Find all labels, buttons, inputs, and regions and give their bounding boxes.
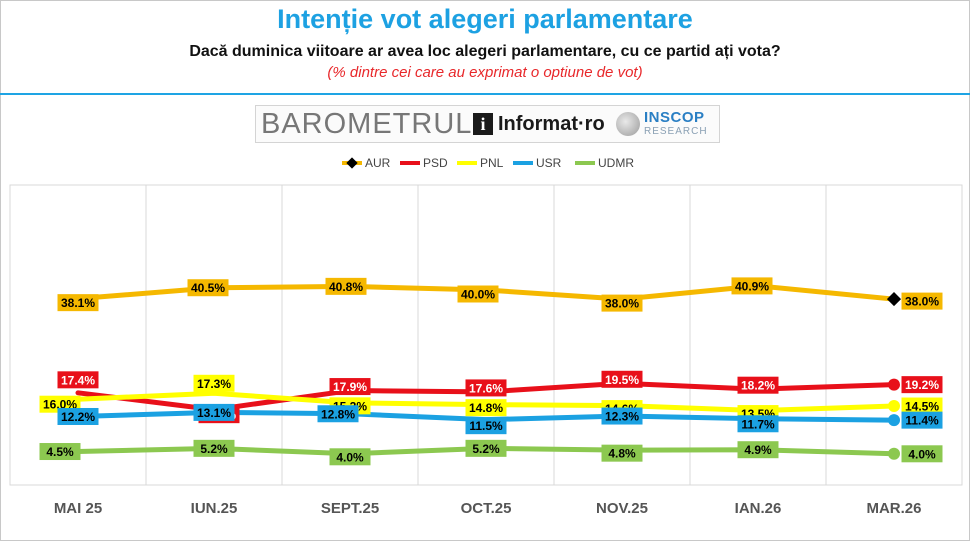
x-tick-label: MAI 25: [54, 500, 102, 517]
end-marker-aur: [886, 292, 902, 307]
data-label-udmr: 4.5%: [46, 445, 74, 459]
end-marker-usr: [888, 414, 900, 427]
data-label-aur-bg: [187, 279, 229, 297]
data-label-usr: 11.7%: [741, 417, 775, 431]
data-label-usr-bg: [901, 411, 943, 429]
data-label-pnl-bg: [193, 374, 235, 392]
end-marker-psd: [888, 378, 900, 391]
x-tick-label: SEPT.25: [321, 500, 379, 517]
legend-label-aur: AUR: [365, 156, 391, 170]
base-note: (% dintre cei care au exprimat o optiune…: [327, 64, 643, 81]
inscop-circle-icon: [616, 112, 640, 136]
data-label-udmr-bg: [465, 439, 507, 457]
data-label-udmr: 5.2%: [472, 442, 500, 456]
informat-logo-sep: ·: [578, 113, 585, 135]
data-label-udmr-bg: [601, 444, 643, 462]
data-label-usr: 12.8%: [321, 407, 355, 421]
data-label-psd: 19.5%: [605, 373, 639, 387]
data-label-aur: 38.0%: [905, 295, 939, 309]
barometrul-logo: BAROMETRUL: [261, 108, 473, 140]
data-label-psd-bg: [901, 376, 943, 394]
data-label-udmr: 4.9%: [744, 443, 772, 457]
data-label-psd-bg: [465, 379, 507, 397]
plot-area: [9, 184, 963, 486]
data-label-aur-bg: [601, 294, 643, 312]
data-label-aur: 40.9%: [735, 279, 769, 293]
x-tick-label: MAR.26: [866, 500, 921, 517]
x-tick-label: IUN.25: [191, 500, 238, 517]
data-label-usr: 11.4%: [905, 414, 939, 428]
data-label-psd-bg: [601, 370, 643, 388]
informat-logo-tld: ro: [584, 113, 605, 135]
data-label-aur: 40.8%: [329, 280, 363, 294]
question-subtitle: Dacă duminica viitoare ar avea loc alege…: [189, 43, 781, 60]
data-label-aur-bg: [901, 292, 943, 310]
data-label-psd-bg: [57, 371, 99, 389]
legend-label-usr: USR: [536, 156, 562, 170]
sponsor-logo-bar: BAROMETRUL i Informat·ro INSCOP RESEARCH: [255, 105, 720, 143]
data-label-pnl-bg: [901, 397, 943, 415]
data-label-psd: 17.9%: [333, 380, 367, 394]
data-label-udmr-bg: [901, 445, 943, 463]
data-label-usr: 11.5%: [469, 419, 503, 433]
data-label-pnl: 14.5%: [905, 400, 939, 414]
data-label-aur-bg: [325, 277, 367, 295]
data-label-aur-bg: [57, 294, 99, 312]
data-label-usr-bg: [465, 417, 507, 435]
data-label-udmr: 4.8%: [608, 447, 636, 461]
data-label-usr: 12.2%: [61, 410, 95, 424]
informat-logo-name: Informat: [498, 113, 578, 135]
data-label-psd: 17.6%: [469, 381, 503, 395]
legend-label-pnl: PNL: [480, 156, 504, 170]
data-label-aur-bg: [731, 277, 773, 295]
data-label-psd: 18.2%: [741, 379, 775, 393]
data-label-usr-bg: [601, 407, 643, 425]
legend-marker-aur: [346, 157, 358, 169]
data-label-udmr: 4.0%: [908, 447, 936, 461]
data-label-usr: 13.1%: [197, 406, 231, 420]
data-label-pnl: 14.8%: [469, 401, 503, 415]
data-label-usr-bg: [57, 407, 99, 425]
data-label-udmr-bg: [737, 441, 779, 459]
line-chart: AUR PSD PNL USR UDMR 38.1% 40.5% 40.8% 40.0% 38.0…: [9, 156, 963, 517]
legend-label-udmr: UDMR: [598, 156, 634, 170]
data-label-udmr-bg: [329, 448, 371, 466]
data-label-usr-bg: [737, 415, 779, 433]
data-label-udmr-bg: [39, 443, 81, 461]
data-label-aur: 40.0%: [461, 288, 495, 302]
end-marker-pnl: [888, 400, 900, 413]
x-tick-label: NOV.25: [596, 500, 648, 517]
page-title: Intenție vot alegeri parlamentare: [277, 4, 693, 34]
x-tick-label: IAN.26: [735, 500, 782, 517]
data-label-udmr-bg: [193, 439, 235, 457]
data-label-psd: 17.4%: [61, 373, 95, 387]
data-label-aur: 40.5%: [191, 281, 225, 295]
data-label-usr: 12.3%: [605, 410, 639, 424]
informat-i-icon: i: [473, 113, 493, 135]
data-label-usr-bg: [193, 403, 235, 421]
data-label-usr-bg: [317, 405, 359, 423]
header-divider: [0, 93, 970, 95]
legend-label-psd: PSD: [423, 156, 448, 170]
data-label-udmr: 4.0%: [336, 450, 364, 464]
data-label-udmr: 5.2%: [200, 442, 228, 456]
end-marker-udmr: [888, 447, 900, 460]
data-label-pnl-bg: [465, 399, 507, 417]
data-label-psd-bg: [737, 376, 779, 394]
data-label-pnl: 17.3%: [197, 377, 231, 391]
inscop-logo: INSCOP: [644, 109, 705, 126]
data-label-psd: 19.2%: [905, 378, 939, 392]
x-tick-label: OCT.25: [461, 500, 512, 517]
data-label-psd-bg: [329, 378, 371, 396]
inscop-research-text: RESEARCH: [644, 126, 708, 137]
data-label-aur: 38.1%: [61, 296, 95, 310]
data-label-aur-bg: [457, 285, 499, 303]
data-label-aur: 38.0%: [605, 297, 639, 311]
informat-logo: Informat·ro: [498, 113, 605, 136]
